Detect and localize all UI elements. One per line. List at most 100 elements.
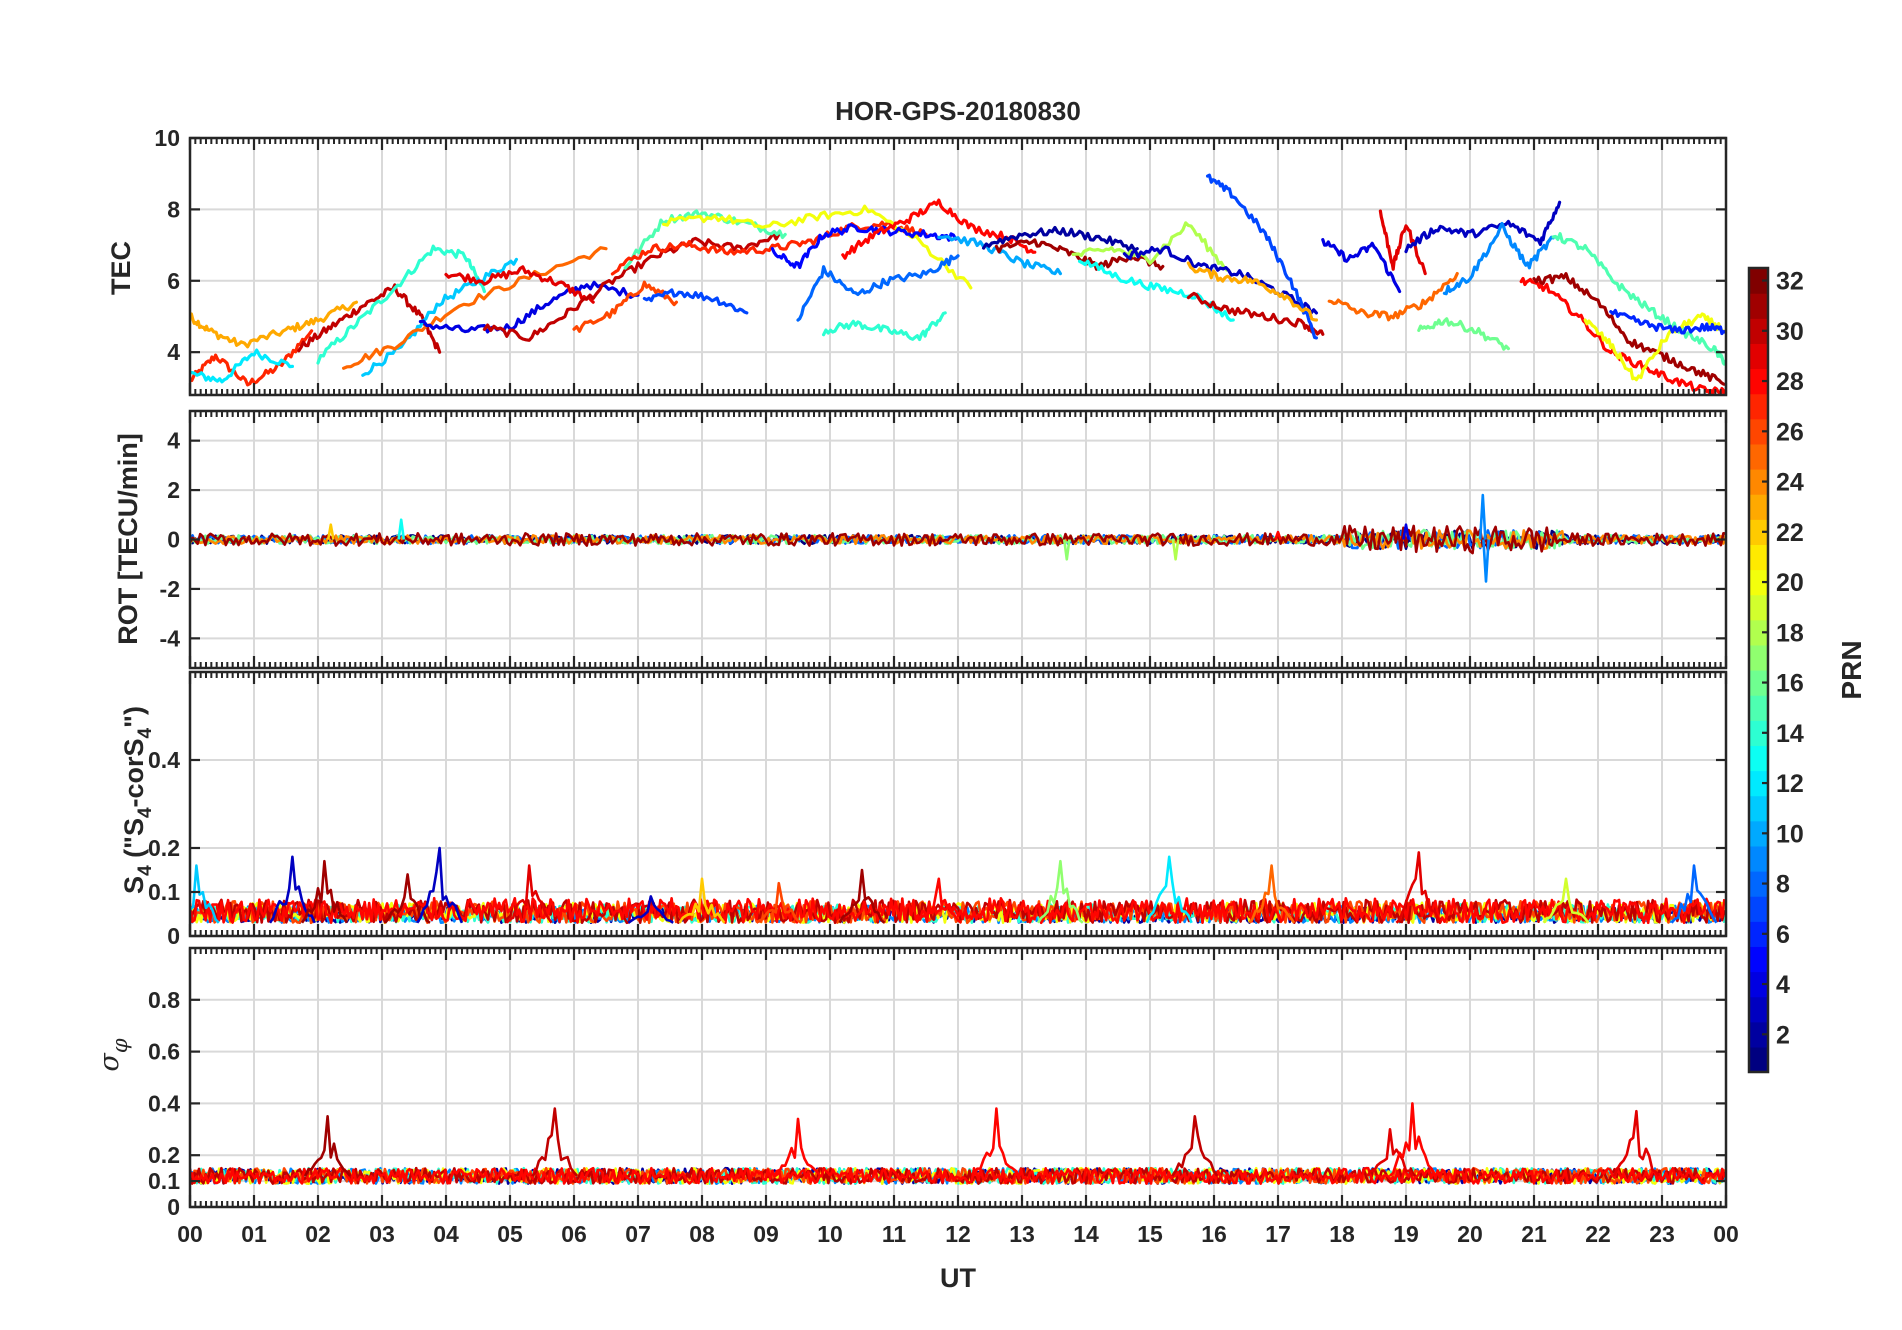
y-axis-label-tec: TEC (106, 241, 136, 295)
tec-series-prn-16 (1417, 317, 1510, 351)
sigma-phi-peak (303, 1115, 352, 1178)
tec-series-prn-18 (1071, 221, 1229, 272)
y-tick-label: 0.4 (148, 1090, 180, 1116)
tec-series-prn-3 (1404, 200, 1562, 254)
y-tick-label: 8 (167, 196, 180, 222)
s4-peak (678, 877, 726, 924)
s4-peak (190, 864, 220, 924)
tec-series-prn-4 (418, 280, 640, 334)
colorbar-tick-label: 26 (1776, 418, 1804, 446)
x-tick-label: 17 (1265, 1221, 1291, 1247)
y-axis-label-rot: ROT [TECU/min] (113, 433, 143, 644)
panel-s4: 0 0.1 0.2 0.4 S4 ("S4-corS4") (119, 670, 1728, 949)
colorbar-swatch (1749, 368, 1768, 395)
colorbar-tick-label: 2 (1776, 1021, 1790, 1049)
colorbar-tick-label: 18 (1776, 619, 1804, 647)
tec-series-prn-29 (1378, 209, 1427, 276)
x-tick-label: 22 (1585, 1221, 1611, 1247)
rot-spike (397, 518, 406, 540)
sigma-phi-peak (972, 1107, 1020, 1178)
tec-series-prn-27 (610, 220, 928, 276)
sigma-phi-peak (1171, 1115, 1219, 1178)
y-tick-label: 0.2 (148, 835, 180, 861)
tec-series-prn-20 (1583, 312, 1726, 382)
y-axis-label-sigma-phi: σφ (94, 1038, 132, 1071)
sigma-phi-peak (1366, 1128, 1414, 1178)
x-tick-label: 20 (1457, 1221, 1483, 1247)
s4-peak (627, 895, 674, 924)
s4-peak (1670, 864, 1718, 924)
rot-spike (326, 523, 335, 540)
x-tick-label: 04 (433, 1221, 459, 1247)
colorbar-label: PRN (1836, 640, 1867, 699)
s4-peak (505, 864, 553, 924)
colorbar-swatch (1749, 670, 1768, 696)
colorbar-swatch (1749, 268, 1768, 294)
sigma-phi-peak (531, 1107, 579, 1178)
colorbar-swatch (1749, 896, 1768, 922)
x-tick-label: 10 (817, 1221, 843, 1247)
colorbar-swatch (1749, 544, 1768, 571)
x-tick-label: 15 (1137, 1221, 1163, 1247)
colorbar-swatch (1749, 393, 1768, 420)
tec-series-prn-11 (361, 257, 518, 377)
y-tick-label: 0.8 (148, 987, 180, 1013)
rot-spike (1171, 539, 1180, 561)
y-tick-label: 4 (167, 428, 180, 454)
x-tick-labels: 00 01 02 03 04 05 06 07 08 09 10 11 12 13 14 15 16 17 18 19… (177, 1221, 1739, 1247)
x-tick-label: 02 (305, 1221, 331, 1247)
tec-series-prn-23 (1186, 261, 1318, 322)
sigma-phi-peak (1388, 1102, 1436, 1178)
y-tick-label: 2 (167, 477, 180, 503)
y-tick-label: 0.2 (148, 1142, 180, 1168)
y-tick-label: 0 (167, 1194, 180, 1220)
colorbar-tick-label: 14 (1776, 720, 1804, 748)
colorbar-swatch (1749, 1046, 1768, 1073)
rot-spike (1478, 493, 1487, 540)
colorbar-swatch (1749, 720, 1768, 746)
sigma-phi-peak (774, 1117, 822, 1178)
x-tick-label: 00 (1713, 1221, 1739, 1247)
tec-series-prn-3 (1122, 245, 1318, 315)
tec-series-prn-15 (623, 209, 787, 270)
tec-series-prn-4 (1321, 238, 1402, 294)
tec-series-prn-20 (662, 204, 973, 290)
x-tick-label: 05 (497, 1221, 523, 1247)
rot-trace (190, 524, 1726, 555)
y-tick-label: 0.4 (148, 747, 180, 773)
x-tick-label: 09 (753, 1221, 779, 1247)
colorbar-tick-label: 6 (1776, 921, 1790, 949)
x-tick-label: 11 (882, 1221, 907, 1247)
tec-series-prn-9 (1442, 221, 1555, 296)
x-tick-label: 08 (689, 1221, 715, 1247)
colorbar-swatch (1749, 594, 1768, 621)
x-tick-label: 12 (945, 1221, 971, 1247)
y-tick-label: 4 (167, 339, 180, 365)
s4-peak (838, 868, 886, 924)
colorbar-swatch (1749, 343, 1768, 370)
colorbar-tick-label: 22 (1776, 519, 1804, 547)
y-tick-label: 0 (167, 923, 180, 949)
colorbar-swatch (1749, 845, 1768, 872)
tec-series-prn-28 (1519, 276, 1726, 395)
colorbar-tick-label: 32 (1776, 268, 1804, 296)
tec-series-prn-7 (642, 288, 749, 315)
colorbar-tick-label: 24 (1776, 469, 1804, 497)
x-tick-label: 18 (1329, 1221, 1355, 1247)
x-tick-label: 00 (177, 1221, 203, 1247)
rot-spike (1482, 539, 1490, 583)
x-tick-label: 16 (1201, 1221, 1227, 1247)
panel-sigma-phi: 00.10.2 0.4 0.6 0.8 σφ (94, 946, 1728, 1220)
colorbar-swatch (1749, 745, 1768, 772)
s4-trace (190, 896, 1726, 925)
colorbar-swatch (1749, 795, 1768, 822)
colorbar-swatch (1749, 695, 1768, 721)
x-tick-label: 21 (1521, 1221, 1547, 1247)
tec-series-prn-25 (342, 246, 608, 370)
colorbar-swatch (1749, 921, 1768, 947)
colorbar-swatch (1749, 1021, 1768, 1048)
panel-rot: -4 -2 0 2 4 ROT [TECU/min] (113, 409, 1728, 670)
colorbar-swatch (1749, 871, 1768, 897)
colorbar-tick-label: 16 (1776, 670, 1804, 698)
